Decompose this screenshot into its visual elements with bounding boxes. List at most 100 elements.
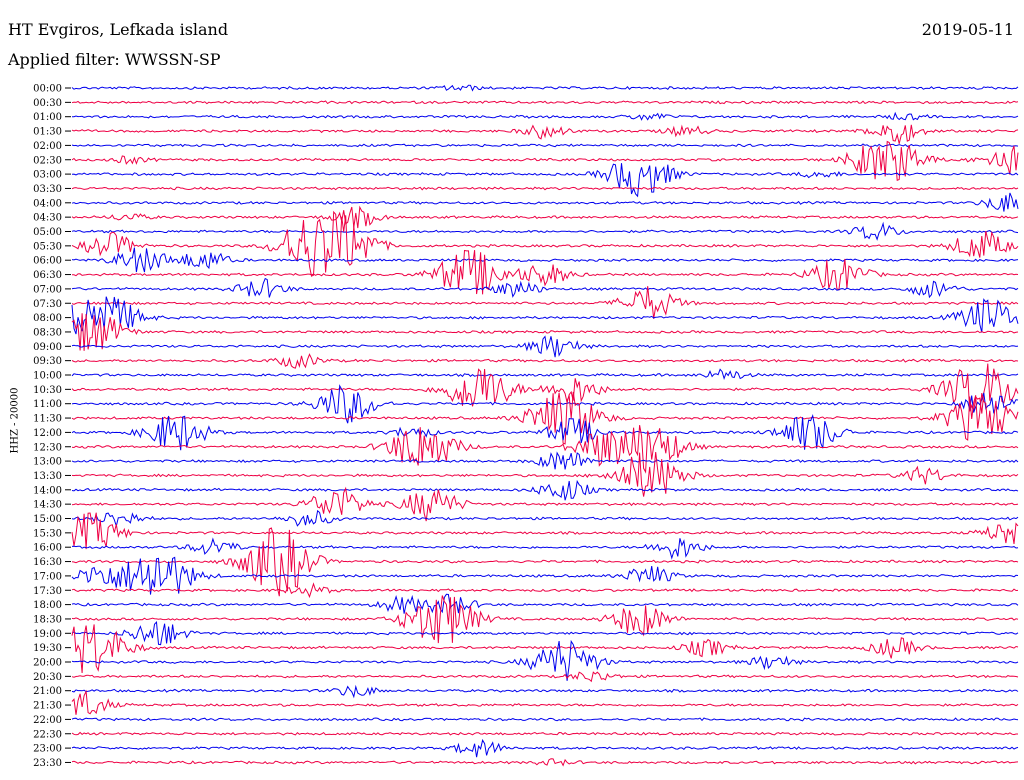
- seismogram-trace: [71, 451, 1019, 470]
- time-tick-label: 10:30: [33, 385, 62, 396]
- time-tick-label: 02:30: [33, 155, 62, 166]
- seismogram-trace: [71, 100, 1019, 105]
- seismogram-trace: [71, 205, 1019, 229]
- time-tick-label: 17:00: [33, 571, 62, 582]
- seismogram-trace: [71, 413, 1019, 451]
- time-tick-label: 06:00: [33, 256, 62, 267]
- seismogram-trace: [71, 527, 1019, 597]
- station-title: HT Evgiros, Lefkada island: [8, 20, 229, 39]
- time-tick-label: 13:00: [33, 457, 62, 468]
- time-tick-label: 19:30: [33, 643, 62, 654]
- seismogram-trace: [71, 486, 1019, 522]
- seismogram-trace: [71, 620, 1019, 646]
- time-tick-label: 18:30: [33, 614, 62, 625]
- seismogram-trace: [71, 593, 1019, 614]
- seismogram-trace: [71, 731, 1018, 736]
- seismogram-trace: [72, 249, 1019, 295]
- seismogram-trace: [71, 84, 1019, 92]
- seismogram-trace: [71, 247, 1019, 273]
- time-tick-label: 12:00: [33, 428, 62, 439]
- time-tick-label: 12:30: [33, 442, 62, 453]
- time-tick-label: 16:00: [33, 543, 62, 554]
- seismogram-trace: [71, 479, 1019, 501]
- time-tick-label: 03:30: [33, 184, 62, 195]
- time-tick-label: 16:30: [33, 557, 62, 568]
- time-tick-label: 14:00: [33, 485, 62, 496]
- seismogram-trace: [71, 163, 1019, 198]
- time-tick-label: 18:00: [33, 600, 62, 611]
- time-tick-label: 20:00: [33, 658, 62, 669]
- seismogram-trace: [71, 717, 1019, 722]
- time-tick-label: 15:30: [33, 528, 62, 539]
- seismogram-trace: [71, 624, 1019, 674]
- time-tick-label: 08:30: [33, 327, 62, 338]
- time-tick-label: 07:30: [33, 299, 62, 310]
- seismogram-trace: [71, 639, 1019, 681]
- time-tick-label: 15:00: [33, 514, 62, 525]
- seismogram-trace: [71, 556, 1019, 595]
- time-tick-label: 08:00: [33, 313, 62, 324]
- time-tick-label: 10:00: [33, 371, 62, 382]
- time-tick-label: 17:30: [33, 586, 62, 597]
- seismogram-trace: [71, 124, 1019, 144]
- time-tick-label: 11:00: [33, 399, 62, 410]
- seismogram-trace: [71, 368, 1019, 380]
- seismogram-trace: [71, 353, 1019, 369]
- seismogram-trace: [71, 140, 1019, 182]
- seismogram-trace: [71, 192, 1019, 212]
- seismogram-trace: [71, 286, 1019, 319]
- seismogram-trace: [71, 582, 1019, 599]
- time-tick-label: 19:00: [33, 629, 62, 640]
- time-tick-label: 09:30: [33, 356, 62, 367]
- time-tick-label: 05:00: [33, 227, 62, 238]
- time-tick-label: 21:00: [33, 686, 62, 697]
- seismogram-trace: [71, 512, 1019, 550]
- time-tick-label: 09:00: [33, 342, 62, 353]
- time-tick-label: 04:00: [33, 198, 62, 209]
- time-tick-label: 22:30: [33, 729, 62, 740]
- time-tick-label: 14:30: [33, 500, 62, 511]
- seismogram-trace: [71, 210, 1019, 277]
- time-tick-label: 04:30: [33, 213, 62, 224]
- time-tick-label: 20:30: [33, 672, 62, 683]
- time-tick-label: 03:00: [33, 170, 62, 181]
- time-tick-label: 01:00: [33, 112, 62, 123]
- time-tick-label: 00:30: [33, 98, 62, 109]
- time-tick-label: 13:30: [33, 471, 62, 482]
- seismogram-trace: [71, 313, 1019, 351]
- time-tick-label: 11:30: [33, 414, 62, 425]
- time-tick-label: 23:30: [33, 758, 62, 769]
- filter-label: Applied filter: WWSSN-SP: [8, 50, 221, 69]
- time-tick-label: 01:30: [33, 127, 62, 138]
- seismogram-trace: [71, 384, 1019, 424]
- seismogram-trace: [71, 758, 1019, 767]
- seismogram-trace: [71, 143, 1019, 148]
- seismogram-trace: [71, 689, 1019, 715]
- seismogram-trace: [71, 363, 1019, 414]
- seismogram-trace: [71, 537, 1019, 560]
- seismogram-trace: [71, 738, 1019, 758]
- seismogram-trace: [71, 111, 1019, 121]
- time-tick-label: 05:30: [33, 241, 62, 252]
- time-tick-label: 22:00: [33, 715, 62, 726]
- seismogram-trace: [71, 296, 1019, 335]
- seismogram-trace: [71, 509, 1019, 528]
- seismogram-trace: [71, 186, 1019, 191]
- seismogram-trace: [71, 425, 1019, 474]
- seismogram-trace: [71, 277, 1019, 299]
- date-label: 2019-05-11: [921, 20, 1014, 39]
- seismogram-trace: [71, 684, 1019, 699]
- seismogram-trace: [71, 452, 1019, 497]
- seismogram-trace: [71, 671, 1019, 683]
- seismogram-trace: [71, 221, 1019, 241]
- time-tick-label: 23:00: [33, 744, 62, 755]
- seismogram-trace: [71, 595, 1019, 644]
- time-tick-label: 02:00: [33, 141, 62, 152]
- seismogram-trace: [71, 391, 1019, 445]
- time-tick-label: 06:30: [33, 270, 62, 281]
- time-tick-label: 07:00: [33, 284, 62, 295]
- seismogram-trace: [71, 335, 1019, 358]
- time-tick-label: 21:30: [33, 701, 62, 712]
- time-tick-label: 00:00: [33, 84, 62, 95]
